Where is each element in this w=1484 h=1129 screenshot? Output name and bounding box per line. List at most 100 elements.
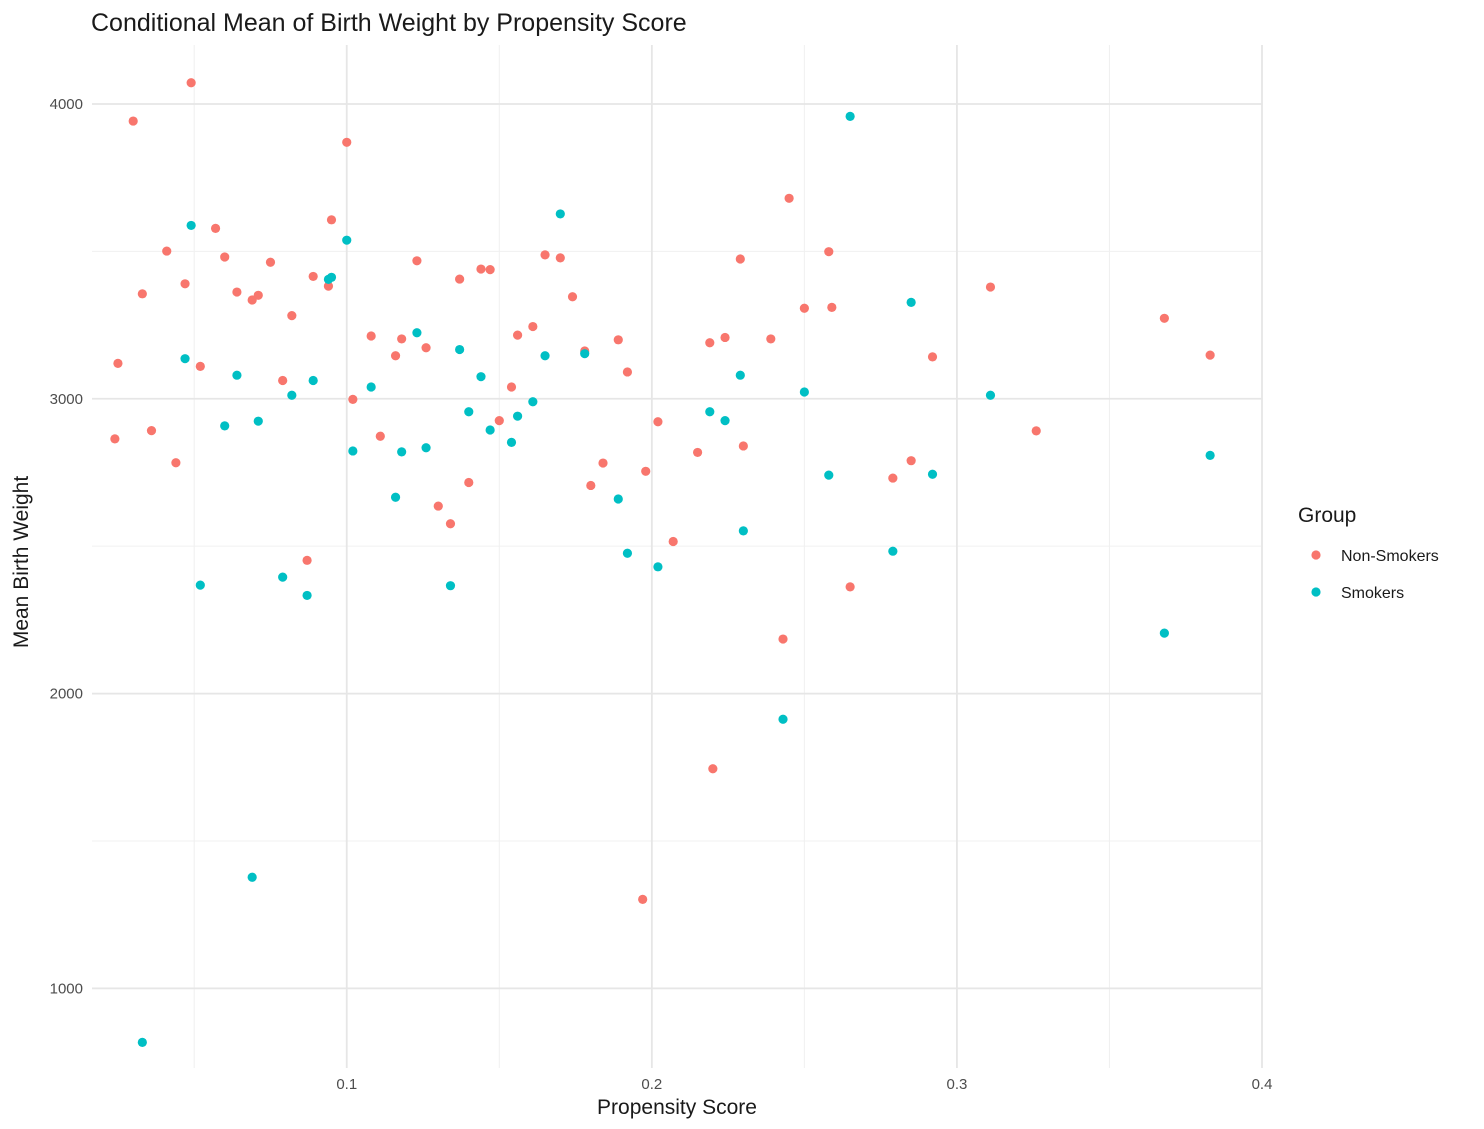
- y-tick-label: 4000: [50, 96, 83, 113]
- smokers-point: [476, 372, 486, 382]
- non-smokers-point: [735, 254, 745, 264]
- legend-key-non-smokers: [1311, 550, 1321, 560]
- non-smokers-point: [397, 334, 407, 344]
- non-smokers-point: [824, 247, 834, 257]
- non-smokers-point: [476, 264, 486, 274]
- smokers-point: [421, 443, 431, 453]
- non-smokers-point: [778, 634, 788, 644]
- smokers-point: [287, 390, 297, 400]
- smokers-point: [622, 548, 633, 558]
- smokers-point: [1205, 450, 1215, 460]
- non-smokers-point: [1159, 313, 1169, 323]
- non-smokers-point: [555, 253, 565, 263]
- x-tick-label: 0.2: [641, 1076, 662, 1093]
- x-tick-label: 0.1: [336, 1076, 357, 1093]
- non-smokers-point: [641, 466, 651, 476]
- non-smokers-point: [766, 334, 776, 344]
- non-smokers-point: [302, 555, 312, 565]
- smokers-point: [412, 328, 422, 338]
- smokers-point: [613, 494, 623, 504]
- smokers-point: [464, 407, 474, 417]
- non-smokers-point: [653, 417, 663, 427]
- non-smokers-point: [220, 252, 230, 262]
- smokers-point: [278, 572, 288, 582]
- non-smokers-point: [278, 375, 288, 386]
- non-smokers-point: [348, 394, 358, 404]
- non-smokers-point: [265, 257, 276, 267]
- non-smokers-point: [308, 271, 318, 282]
- smokers-point: [824, 470, 834, 480]
- non-smokers-point: [668, 536, 678, 547]
- smokers-point: [186, 220, 196, 231]
- non-smokers-point: [598, 458, 608, 468]
- non-smokers-point: [799, 303, 809, 313]
- non-smokers-point: [985, 282, 996, 292]
- legend-label: Smokers: [1341, 585, 1404, 602]
- y-axis-title: Mean Birth Weight: [10, 476, 33, 649]
- smokers-point: [455, 344, 465, 355]
- smokers-point: [845, 111, 855, 121]
- non-smokers-point: [412, 256, 422, 266]
- smokers-point: [738, 526, 748, 536]
- smokers-point: [397, 447, 407, 457]
- non-smokers-point: [195, 361, 205, 371]
- smokers-point: [348, 446, 358, 456]
- non-smokers-point: [137, 289, 147, 299]
- non-smokers-point: [232, 287, 242, 297]
- non-smokers-point: [622, 367, 633, 377]
- x-axis-tick-labels: 0.1 0.2 0.3 0.4: [336, 1076, 1272, 1093]
- smokers-point: [580, 349, 590, 359]
- non-smokers-point: [110, 434, 120, 444]
- smokers-point: [390, 492, 401, 502]
- smokers-point: [540, 351, 550, 361]
- smokers-point: [326, 272, 337, 282]
- non-smokers-point: [888, 473, 898, 483]
- smokers-point: [247, 872, 257, 882]
- non-smokers-point: [445, 519, 456, 529]
- smokers-point: [220, 421, 230, 431]
- non-smokers-point: [421, 343, 431, 353]
- smokers-point: [555, 209, 565, 219]
- non-smokers-point: [512, 330, 523, 340]
- non-smokers-point: [906, 456, 916, 466]
- smokers-point: [906, 297, 916, 307]
- smokers-point: [308, 375, 318, 386]
- smokers-point: [778, 714, 788, 724]
- non-smokers-point: [485, 265, 495, 275]
- non-smokers-point: [506, 382, 517, 392]
- non-smokers-point: [113, 358, 123, 368]
- non-smokers-point: [567, 292, 578, 302]
- chart-title: Conditional Mean of Birth Weight by Prop…: [91, 9, 687, 37]
- legend: Group Non-Smokers Smokers: [1298, 504, 1439, 602]
- smokers-point: [302, 590, 312, 601]
- non-smokers-point: [162, 246, 172, 256]
- smokers-point: [342, 235, 352, 245]
- non-smokers-point: [128, 116, 138, 126]
- non-smokers-point: [326, 215, 337, 225]
- smokers-point: [888, 546, 898, 556]
- smokers-point: [653, 562, 663, 572]
- smokers-point: [1159, 628, 1169, 638]
- non-smokers-point: [613, 335, 623, 345]
- non-smokers-point: [464, 477, 474, 488]
- non-smokers-point: [586, 480, 596, 491]
- non-smokers-point: [455, 274, 465, 284]
- smokers-point: [512, 411, 523, 421]
- non-smokers-point: [287, 311, 297, 321]
- non-smokers-point: [171, 458, 181, 468]
- non-smokers-point: [708, 764, 718, 774]
- smokers-point: [180, 354, 190, 364]
- non-smokers-point: [375, 431, 385, 441]
- gridlines: [92, 45, 1263, 1068]
- smokers-point: [528, 397, 538, 407]
- non-smokers-point: [720, 332, 730, 343]
- smokers-point: [735, 370, 745, 380]
- non-smokers-point: [210, 223, 221, 233]
- non-smokers-point: [342, 137, 352, 147]
- legend-label: Non-Smokers: [1341, 548, 1439, 565]
- x-tick-label: 0.4: [1252, 1076, 1273, 1093]
- smokers-point: [195, 580, 205, 590]
- non-smokers-point: [705, 338, 715, 348]
- non-smokers-point: [390, 351, 401, 361]
- non-smokers-point: [186, 78, 196, 88]
